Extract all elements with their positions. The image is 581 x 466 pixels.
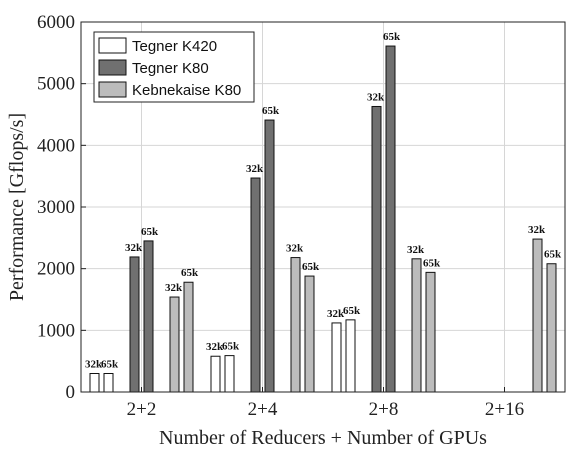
x-ticks: 2+2 2+4 2+8 2+16 bbox=[127, 387, 524, 420]
legend: Tegner K420 Tegner K80 Kebnekaise K80 bbox=[93, 31, 255, 103]
bar-value-label: 65k bbox=[544, 249, 562, 261]
bar bbox=[250, 177, 261, 393]
bar bbox=[345, 319, 356, 393]
x-tick-label: 2+4 bbox=[248, 399, 278, 420]
bar-value-label: 65k bbox=[262, 105, 280, 117]
bar bbox=[385, 45, 396, 393]
bar-value-label: 32k bbox=[206, 341, 224, 353]
bar-value-label: 32k bbox=[125, 242, 143, 254]
bar-value-label: 65k bbox=[343, 305, 361, 317]
bar bbox=[169, 296, 180, 393]
legend-swatch bbox=[98, 81, 127, 98]
bar-value-label: 65k bbox=[383, 31, 401, 43]
y-axis-label: Performance [Gflops/s] bbox=[6, 113, 28, 301]
bar bbox=[143, 240, 154, 393]
bar bbox=[264, 119, 275, 393]
bar bbox=[425, 271, 436, 393]
bar-value-label: 65k bbox=[181, 267, 199, 279]
bar-value-label: 65k bbox=[222, 341, 240, 353]
bar bbox=[371, 105, 382, 393]
y-tick-label: 3000 bbox=[37, 197, 75, 218]
bar bbox=[224, 355, 235, 393]
bar-value-label: 32k bbox=[367, 91, 385, 103]
x-tick-label: 2+16 bbox=[485, 399, 524, 420]
y-tick-label: 1000 bbox=[37, 320, 75, 341]
legend-entry-label: Tegner K80 bbox=[132, 60, 209, 77]
bar-value-label: 32k bbox=[246, 163, 264, 175]
bar-value-label: 32k bbox=[165, 282, 183, 294]
legend-entry-label: Tegner K420 bbox=[132, 38, 217, 55]
bar-value-label: 32k bbox=[85, 359, 103, 371]
bar-value-label: 65k bbox=[302, 261, 320, 273]
bar-value-label: 32k bbox=[528, 224, 546, 236]
y-tick-label: 4000 bbox=[37, 135, 75, 156]
bar bbox=[210, 355, 221, 393]
legend-entry-label: Kebnekaise K80 bbox=[132, 82, 241, 99]
bar-value-label: 65k bbox=[423, 257, 441, 269]
legend-swatch bbox=[98, 37, 127, 54]
bar-value-label: 32k bbox=[327, 308, 345, 320]
bar bbox=[89, 373, 100, 393]
x-axis-label: Number of Reducers + Number of GPUs bbox=[159, 427, 487, 449]
y-ticks: 0 1000 2000 3000 4000 5000 6000 bbox=[37, 12, 86, 403]
bar-value-label: 65k bbox=[141, 226, 159, 238]
x-tick-label: 2+2 bbox=[127, 399, 157, 420]
bar bbox=[183, 281, 194, 393]
bar-value-label: 65k bbox=[101, 359, 119, 371]
bar-labels-group: 32k65k32k65k32k65k32k65k32k65k32k65k32k6… bbox=[85, 31, 562, 370]
bar bbox=[290, 257, 301, 393]
y-tick-label: 0 bbox=[66, 382, 76, 403]
bar bbox=[331, 322, 342, 393]
bar bbox=[532, 238, 543, 393]
bar-value-label: 32k bbox=[407, 244, 425, 256]
y-tick-label: 6000 bbox=[37, 12, 75, 33]
x-tick-label: 2+8 bbox=[369, 399, 399, 420]
bar bbox=[103, 373, 114, 393]
bar-value-label: 32k bbox=[286, 243, 304, 255]
bar bbox=[129, 256, 140, 393]
bar bbox=[546, 263, 557, 393]
bar bbox=[411, 258, 422, 393]
y-tick-label: 2000 bbox=[37, 259, 75, 280]
legend-swatch bbox=[98, 59, 127, 76]
y-tick-label: 5000 bbox=[37, 74, 75, 95]
bar bbox=[304, 275, 315, 393]
